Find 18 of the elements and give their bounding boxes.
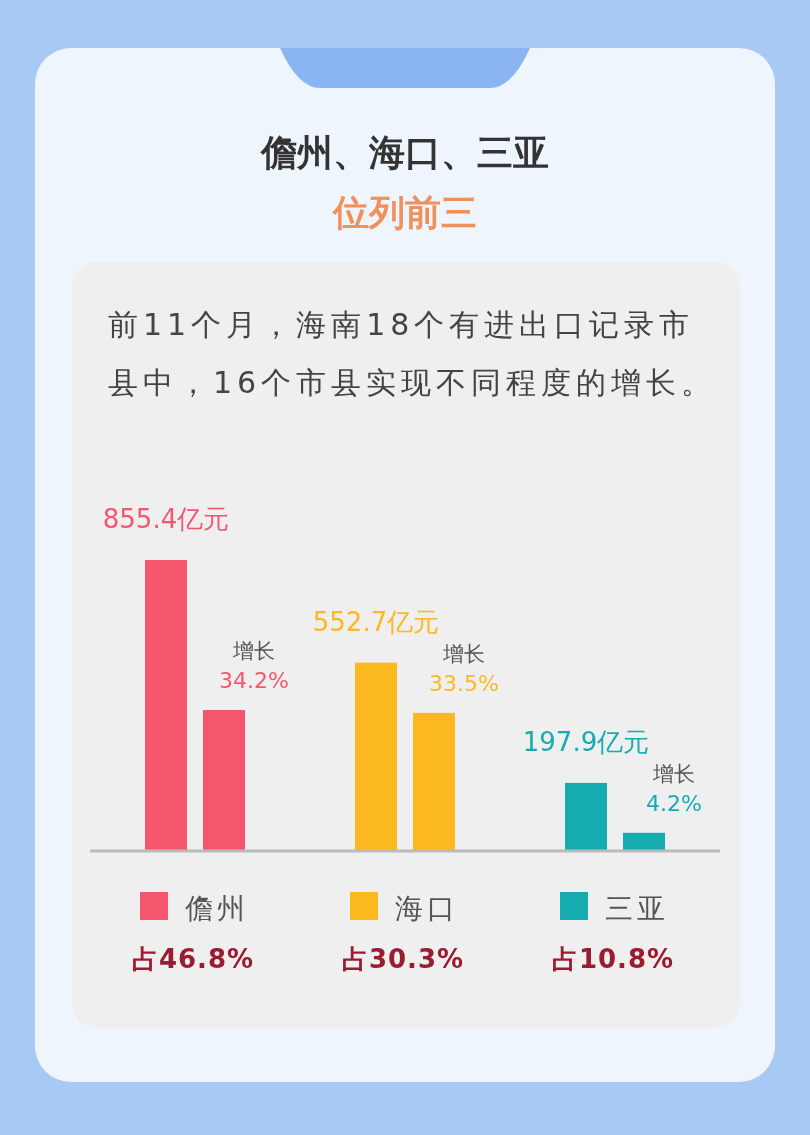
text: 占30.3% xyxy=(341,944,465,974)
data-label: 197.9亿元 xyxy=(522,726,650,757)
text: 前11个月，海南18个有进出口记录市县中，16个市县实现不同程度的增长。 xyxy=(108,306,718,402)
data-label: 552.7亿元 xyxy=(312,606,440,637)
text: 占46.8% xyxy=(131,944,255,974)
chart-title: 儋州、海口、三亚 xyxy=(259,132,549,173)
chart-subtitle: 位列前三 xyxy=(331,192,477,233)
annotation: 增长 xyxy=(652,761,695,786)
data-label: 34.2% xyxy=(219,668,289,693)
data-label: 33.5% xyxy=(429,670,499,696)
data-label: 4.2% xyxy=(646,790,702,816)
x-tick-label: 三亚 xyxy=(605,892,669,925)
x-tick-label: 海口 xyxy=(395,892,459,925)
data-label: 855.4亿元 xyxy=(102,504,230,534)
annotation: 增长 xyxy=(442,641,485,666)
annotation: 增长 xyxy=(232,639,275,663)
x-tick-label: 儋州 xyxy=(185,892,249,925)
text: 占10.8% xyxy=(551,944,675,974)
